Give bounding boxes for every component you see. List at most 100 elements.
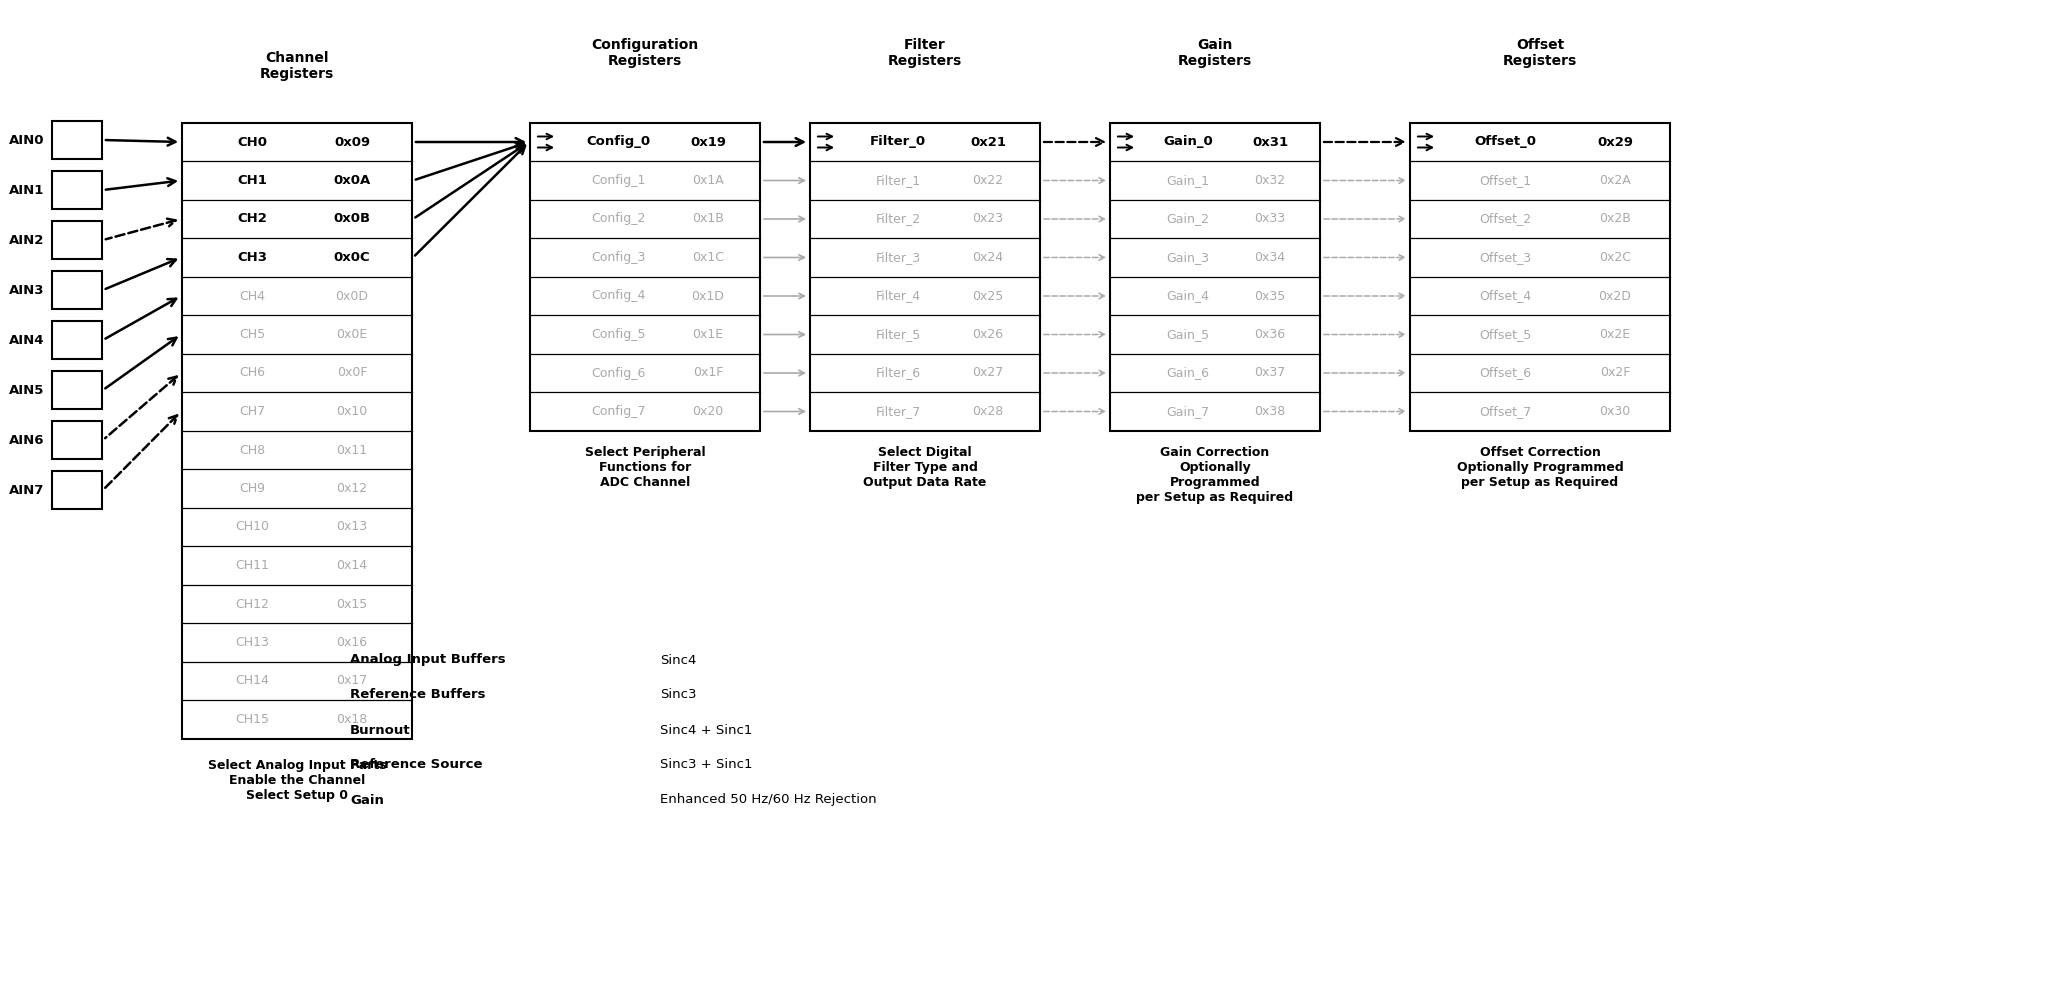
Text: Offset_4: Offset_4 [1479, 289, 1532, 303]
Text: Sinc4: Sinc4 [659, 653, 696, 666]
Text: AIN1: AIN1 [8, 183, 43, 196]
Text: CH0: CH0 [238, 136, 266, 148]
Bar [51, 221, 102, 259]
Text: Config_7: Config_7 [590, 405, 645, 418]
Text: 0x26: 0x26 [973, 328, 1004, 341]
Text: 0x20: 0x20 [692, 405, 723, 418]
Text: Gain: Gain [350, 794, 383, 807]
Text: 0x31: 0x31 [1251, 136, 1288, 148]
Text: Filter_1: Filter_1 [874, 174, 920, 187]
Text: Config_1: Config_1 [590, 174, 645, 187]
Text: 0x0C: 0x0C [334, 251, 371, 264]
Text: Enhanced 50 Hz/60 Hz Rejection: Enhanced 50 Hz/60 Hz Rejection [659, 794, 877, 807]
Bar [51, 271, 102, 309]
Text: 0x12: 0x12 [336, 482, 367, 495]
Text: 0x30: 0x30 [1599, 405, 1630, 418]
Text: Burnout: Burnout [350, 724, 412, 737]
Text: 0x2F: 0x2F [1599, 366, 1630, 379]
Text: 0x22: 0x22 [973, 174, 1004, 187]
Text: Gain_5: Gain_5 [1167, 328, 1210, 341]
Text: Offset_5: Offset_5 [1479, 328, 1532, 341]
Text: 0x32: 0x32 [1255, 174, 1286, 187]
Text: CH4: CH4 [240, 289, 264, 303]
Text: 0x36: 0x36 [1255, 328, 1286, 341]
Bar [51, 171, 102, 209]
Text: AIN7: AIN7 [8, 483, 43, 497]
Bar [51, 471, 102, 509]
Text: Offset
Registers: Offset Registers [1503, 38, 1577, 67]
Text: Filter_3: Filter_3 [874, 251, 920, 264]
Text: Filter_2: Filter_2 [874, 213, 920, 226]
Text: 0x0E: 0x0E [336, 328, 369, 341]
Text: 0x13: 0x13 [336, 521, 367, 534]
Bar [1110, 123, 1321, 431]
Bar [1409, 123, 1669, 431]
Text: CH8: CH8 [240, 444, 264, 456]
Text: Select Analog Input Parts
Enable the Channel
Select Setup 0: Select Analog Input Parts Enable the Cha… [207, 758, 387, 802]
Text: Sinc3: Sinc3 [659, 688, 696, 702]
Text: Sinc4 + Sinc1: Sinc4 + Sinc1 [659, 724, 752, 737]
Text: Gain Correction
Optionally
Programmed
per Setup as Required: Gain Correction Optionally Programmed pe… [1137, 446, 1294, 504]
Text: 0x27: 0x27 [973, 366, 1004, 379]
Text: 0x09: 0x09 [334, 136, 371, 148]
Text: Gain
Registers: Gain Registers [1178, 38, 1251, 67]
Text: 0x37: 0x37 [1253, 366, 1286, 379]
Text: Gain_6: Gain_6 [1167, 366, 1210, 379]
Text: AIN4: AIN4 [8, 334, 43, 346]
Text: CH5: CH5 [240, 328, 264, 341]
Text: Reference Source: Reference Source [350, 758, 483, 771]
Text: 0x38: 0x38 [1253, 405, 1286, 418]
Text: Gain_4: Gain_4 [1167, 289, 1210, 303]
Text: Config_5: Config_5 [590, 328, 645, 341]
Text: 0x0F: 0x0F [336, 366, 367, 379]
Text: Filter
Registers: Filter Registers [889, 38, 963, 67]
Text: Offset_2: Offset_2 [1479, 213, 1532, 226]
Bar [182, 123, 412, 739]
Text: AIN6: AIN6 [8, 434, 43, 446]
Bar [51, 421, 102, 459]
Text: AIN2: AIN2 [8, 234, 43, 247]
Text: Config_6: Config_6 [590, 366, 645, 379]
Text: 0x18: 0x18 [336, 713, 369, 726]
Text: Gain_2: Gain_2 [1167, 213, 1210, 226]
Text: 0x0A: 0x0A [334, 174, 371, 187]
Text: Offset_1: Offset_1 [1479, 174, 1532, 187]
Text: AIN0: AIN0 [8, 134, 43, 147]
Text: Channel
Registers: Channel Registers [260, 50, 334, 81]
Text: 0x11: 0x11 [336, 444, 367, 456]
Text: Gain_0: Gain_0 [1163, 136, 1212, 148]
Text: 0x2E: 0x2E [1599, 328, 1630, 341]
Text: 0x0B: 0x0B [334, 213, 371, 226]
Text: Config_4: Config_4 [590, 289, 645, 303]
Text: 0x1C: 0x1C [692, 251, 725, 264]
Text: 0x25: 0x25 [973, 289, 1004, 303]
Text: 0x0D: 0x0D [336, 289, 369, 303]
Text: CH10: CH10 [236, 521, 268, 534]
Text: CH9: CH9 [240, 482, 264, 495]
Text: 0x24: 0x24 [973, 251, 1004, 264]
Text: CH2: CH2 [238, 213, 266, 226]
Text: Filter_5: Filter_5 [874, 328, 922, 341]
Text: 0x15: 0x15 [336, 598, 369, 611]
Text: Offset_3: Offset_3 [1479, 251, 1532, 264]
Text: Offset_6: Offset_6 [1479, 366, 1532, 379]
Text: Config_0: Config_0 [586, 136, 649, 148]
Text: CH3: CH3 [238, 251, 266, 264]
Text: 0x17: 0x17 [336, 674, 369, 687]
Bar [811, 123, 1040, 431]
Text: CH12: CH12 [236, 598, 268, 611]
Bar [51, 321, 102, 359]
Text: 0x19: 0x19 [690, 136, 725, 148]
Text: Filter_6: Filter_6 [874, 366, 920, 379]
Text: Offset_0: Offset_0 [1475, 136, 1536, 148]
Text: CH11: CH11 [236, 559, 268, 572]
Text: 0x1E: 0x1E [692, 328, 723, 341]
Text: 0x2B: 0x2B [1599, 213, 1630, 226]
Text: 0x10: 0x10 [336, 405, 369, 418]
Bar [51, 371, 102, 409]
Text: Filter_0: Filter_0 [870, 136, 926, 148]
Text: CH1: CH1 [238, 174, 266, 187]
Text: Select Digital
Filter Type and
Output Data Rate: Select Digital Filter Type and Output Da… [864, 446, 987, 489]
Text: 0x28: 0x28 [973, 405, 1004, 418]
Text: CH6: CH6 [240, 366, 264, 379]
